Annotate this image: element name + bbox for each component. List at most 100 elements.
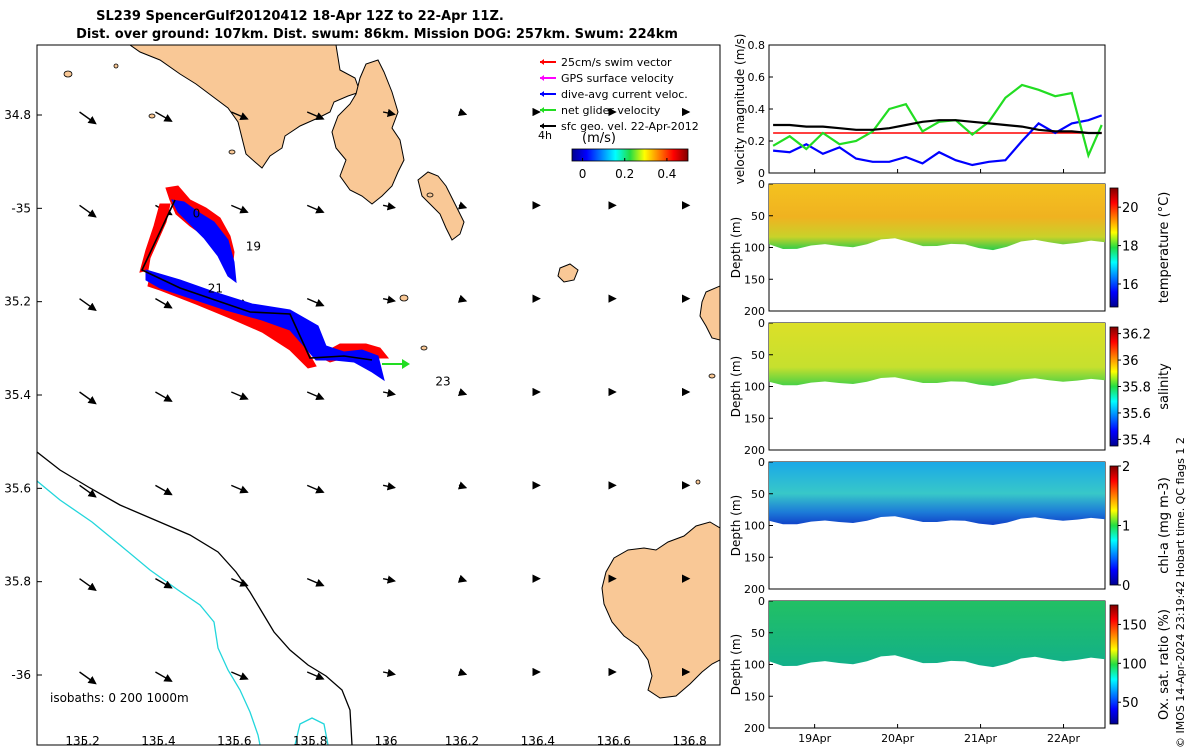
day-label: 19 (246, 239, 261, 253)
legend-subtitle: 4h (538, 129, 552, 142)
section-colorbar (1109, 187, 1119, 308)
map-x-tick-label: 135.2 (65, 734, 99, 748)
section-colorbar-tick-label: 35.4 (1122, 433, 1151, 448)
time-tick-label: 22Apr (1047, 732, 1081, 745)
day-label: 23 (435, 375, 450, 389)
geo-vector-arrow (457, 574, 468, 583)
geo-vector-arrow (382, 668, 396, 678)
geo-vector-arrow (231, 484, 249, 494)
geo-vector-arrow (306, 111, 325, 121)
section-y-tick-label: 0 (758, 317, 765, 330)
track-line (140, 199, 373, 361)
geo-vector-arrow (306, 204, 325, 214)
speed-colorbar (571, 148, 689, 162)
geo-vector-arrow (382, 388, 396, 398)
map-y-tick-label: 35.6 (4, 481, 31, 495)
section-y-tick-label: 100 (744, 520, 765, 533)
geo-vector-arrow (457, 108, 468, 117)
geo-vector-arrow (306, 298, 325, 307)
map-y-tick-label: 35.2 (4, 295, 31, 309)
section-colorbar (1109, 604, 1119, 725)
geo-vector-arrow (457, 481, 468, 490)
section-colorbar-label: Ox. sat. ratio (%) (1157, 609, 1172, 720)
geo-vector-arrow (155, 484, 173, 496)
section-y-tick-label: 200 (744, 583, 765, 596)
velocity-y-tick-label: 0.4 (748, 103, 766, 116)
section-y-tick-label: 150 (744, 412, 765, 425)
legend-label: dive-avg current veloc. (561, 88, 688, 101)
geo-vector-arrow (457, 201, 468, 210)
section-y-tick-label: 0 (758, 178, 765, 191)
geo-vector-arrow (457, 294, 468, 303)
map-x-tick-label: 135.4 (141, 734, 175, 748)
section-colorbar-tick-label: 150 (1122, 618, 1147, 633)
section-colorbar-tick-label: 50 (1122, 696, 1139, 711)
legend-label: 25cm/s swim vector (561, 56, 672, 69)
salinity-panel: 0 50 100 150 200 Depth (m) 35.4 35.6 35.8 36 36.2 s… (729, 317, 1172, 457)
geo-vector-arrow (382, 202, 396, 211)
map-x-tick-label: 136.6 (597, 734, 631, 748)
map-y-tick-label: -35 (11, 201, 31, 215)
section-y-tick-label: 150 (744, 690, 765, 703)
section-colorbar-tick-label: 1 (1122, 520, 1130, 535)
section-y-tick-label: 50 (751, 349, 765, 362)
map-content: 19 21 23 0 (37, 45, 720, 745)
section-y-tick-label: 100 (744, 381, 765, 394)
velocity-y-tick-label: 0.8 (748, 39, 766, 52)
velocity-lines (772, 83, 1103, 167)
map-y-ticks: 34.8 -35 35.2 35.4 35.6 35.8 -36 (4, 108, 42, 682)
section-y-tick-label: 150 (744, 551, 765, 564)
isobath-1000m-south (294, 717, 329, 745)
isobath-200m (37, 451, 353, 745)
isobath-note: isobaths: 0 200 1000m (50, 691, 189, 705)
legend-swatch-head (540, 59, 544, 65)
legend-swatch-head (540, 107, 544, 113)
geo-vector-arrow (382, 575, 396, 584)
legend-swatch-head (540, 75, 544, 81)
velocity-y-tick-label: 0 (758, 167, 765, 180)
geo-vector-arrow (231, 391, 249, 401)
section-colorbar-tick-label: 18 (1122, 240, 1139, 255)
chart-title-line2: Dist. over ground: 107km. Dist. swum: 86… (76, 27, 678, 42)
geo-vector-arrow (79, 578, 97, 591)
map-x-tick-label: 136.4 (521, 734, 555, 748)
velocity-y-ticks: 0 0.2 0.4 0.6 0.8 (748, 39, 773, 180)
map-x-ticks: 135.2 135.4 135.6 135.8 136 136.2 136.4 136.6 13… (65, 734, 706, 748)
time-axis-ticks: 19Apr 20Apr 21Apr 22Apr (798, 169, 1081, 745)
time-tick-label: 20Apr (881, 732, 915, 745)
section-colorbar (1109, 465, 1119, 586)
copyright-note: © IMOS 14-Apr-2024 23:19:42 Hobart time.… (1174, 437, 1187, 748)
section-data-field (769, 601, 1105, 668)
section-colorbar (1109, 326, 1119, 447)
colorbar-tick-label: 0 (579, 167, 587, 181)
geo-vector-arrow (231, 111, 249, 121)
geo-vector-arrow (231, 671, 249, 681)
geo-vector-arrow (155, 578, 173, 589)
map-x-tick-label: 136.8 (672, 734, 706, 748)
section-colorbar-tick-label: 36.2 (1122, 328, 1151, 343)
land-northeast-coast (331, 59, 405, 205)
map-y-tick-label: -36 (11, 668, 31, 682)
section-colorbar-tick-label: 36 (1122, 354, 1139, 369)
section-colorbar-tick-label: 2 (1122, 460, 1130, 475)
section-colorbar-tick-label: 0 (1122, 579, 1130, 594)
map-y-tick-label: 34.8 (4, 108, 31, 122)
islets (63, 63, 716, 485)
legend-swatch-head (540, 91, 544, 97)
glider-track (139, 185, 410, 382)
legend-label: sfc geo. vel. 22-Apr-2012 (561, 120, 699, 133)
geo-vector-arrow (382, 482, 396, 491)
velocity-series-geo (773, 119, 1102, 135)
land-east-edge (699, 285, 720, 341)
geo-vector-arrow (79, 484, 97, 498)
section-data-field (769, 184, 1105, 251)
net-velocity-arrowhead (402, 359, 410, 369)
speed-colorbar-ticks: 0 0.2 0.4 (579, 158, 676, 181)
time-tick-label: 19Apr (798, 732, 832, 745)
section-ylabel: Depth (m) (729, 634, 743, 695)
geo-vector-arrow (231, 578, 249, 587)
temperature-panel: 0 50 100 150 200 Depth (m) 16 18 20 temperature (… (729, 178, 1172, 318)
day-label: 0 (193, 207, 201, 221)
velocity-y-tick-label: 0.6 (748, 71, 766, 84)
map-x-tick-label: 136.2 (445, 734, 479, 748)
